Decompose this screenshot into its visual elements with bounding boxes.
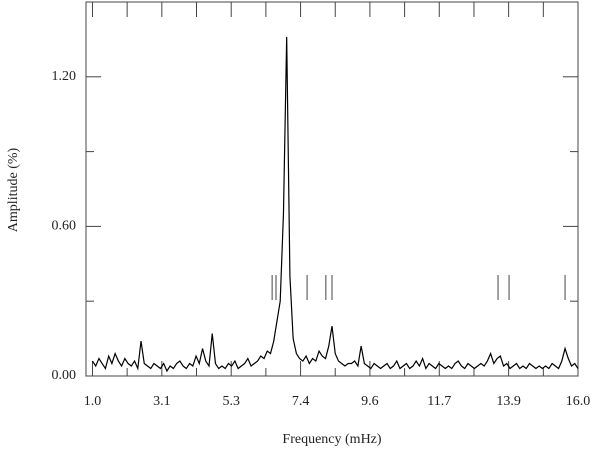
- x-tick-label: 3.1: [153, 394, 171, 409]
- x-tick-label: 16.0: [566, 394, 591, 409]
- x-tick-label: 9.6: [361, 394, 379, 409]
- plot-frame: [85, 1, 579, 377]
- x-tick-label: 7.4: [292, 394, 310, 409]
- x-tick-label: 13.9: [496, 394, 521, 409]
- spectrum-line: [91, 36, 579, 373]
- y-tick-label: 1.20: [52, 69, 77, 84]
- y-axis-label: Amplitude (%): [6, 147, 21, 232]
- y-tick-label: 0.00: [52, 368, 77, 383]
- x-tick-label: 11.7: [427, 394, 451, 409]
- y-tick-label: 0.60: [52, 219, 77, 234]
- x-tick-label: 1.0: [84, 394, 102, 409]
- x-axis-label: Frequency (mHz): [282, 432, 381, 447]
- x-tick-label: 5.3: [222, 394, 240, 409]
